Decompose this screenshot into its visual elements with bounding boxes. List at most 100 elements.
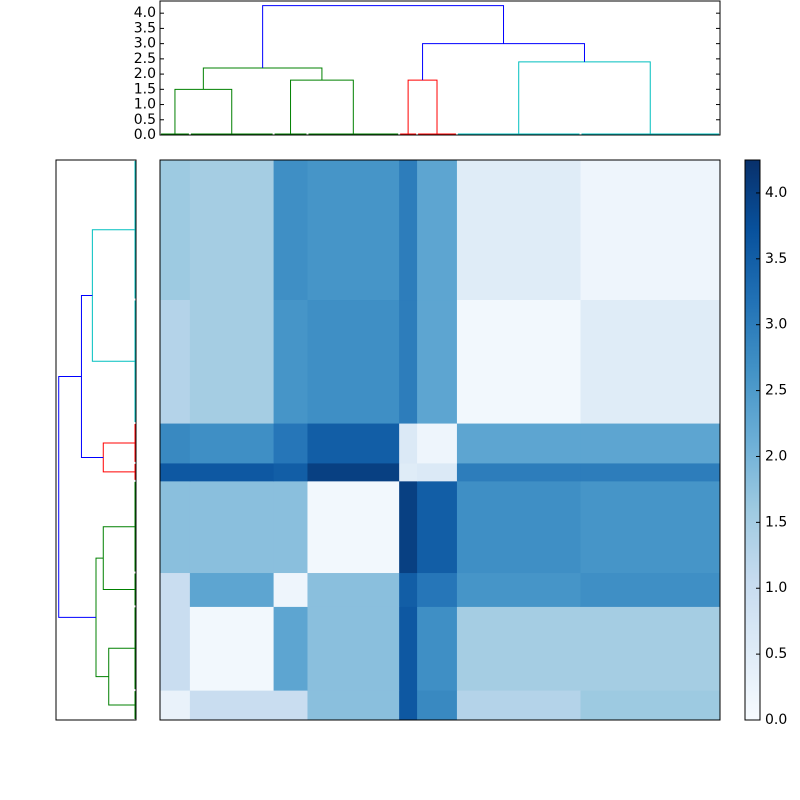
heatmap-cell (160, 299, 191, 424)
heatmap-cell (399, 480, 418, 574)
heatmap-cell (307, 480, 400, 574)
heatmap-cell (580, 572, 721, 607)
dendrogram-link (108, 647, 136, 706)
heatmap-cell (399, 423, 418, 464)
dendrogram-link (407, 79, 438, 135)
colorbar-tick-label: 4.0 (765, 185, 787, 201)
heatmap-cell (456, 480, 581, 574)
heatmap-cell (189, 572, 275, 607)
heatmap-cell (417, 480, 458, 574)
heatmap-cell (399, 690, 418, 721)
heatmap-cell (160, 160, 191, 301)
heatmap-cell (417, 160, 458, 301)
dendrogram-link (58, 375, 96, 618)
y-tick-label: 1.0 (134, 97, 156, 113)
heatmap-cell (189, 690, 275, 721)
heatmap-cell (273, 160, 308, 301)
heatmap-cell (273, 299, 308, 424)
heatmap-cell (273, 423, 308, 464)
heatmap-cell (307, 299, 400, 424)
heatmap-cell (273, 690, 308, 721)
colorbar-tick-label: 1.0 (765, 580, 787, 596)
y-tick-label: 3.0 (134, 36, 156, 52)
heatmap-cell (580, 480, 721, 574)
heatmap-cell (189, 299, 275, 424)
heatmap-cell (160, 572, 191, 607)
heatmap-cell (273, 480, 308, 574)
y-tick-label: 0.5 (134, 112, 156, 128)
heatmap-frame (159, 159, 721, 721)
heatmap-cell (189, 606, 275, 691)
heatmap-cell (580, 606, 721, 691)
heatmap-cell (456, 462, 581, 482)
colorbar-tick-label: 3.0 (765, 317, 787, 333)
heatmap-cell (456, 160, 581, 301)
heatmap-cell (456, 572, 581, 607)
heatmap-cell (160, 606, 191, 691)
dendrogram-link (102, 526, 136, 590)
heatmap-cell (399, 606, 418, 691)
dendrogram-link (91, 229, 136, 362)
dendrogram-link (202, 67, 323, 90)
heatmap-cell (273, 572, 308, 607)
heatmap-cell (160, 423, 191, 464)
heatmap-cell (417, 462, 458, 482)
heatmap-cell (399, 160, 418, 301)
heatmap-cell (399, 572, 418, 607)
dendrogram-link (95, 557, 109, 678)
dendrogram-link (422, 43, 585, 81)
heatmap-cell (160, 462, 191, 482)
dendrogram-link (262, 5, 505, 68)
heatmap-cell (456, 299, 581, 424)
heatmap-cell (580, 690, 721, 721)
colorbar-tick-label: 2.0 (765, 448, 787, 464)
heatmap-cell (307, 690, 400, 721)
heatmap-cell (307, 160, 400, 301)
colorbar-tick-label: 3.5 (765, 251, 787, 267)
heatmap-cell (417, 423, 458, 464)
heatmap-cell (456, 423, 581, 464)
heatmap-cell (307, 423, 400, 464)
dendrogram-link (102, 442, 136, 473)
heatmap-cell (307, 462, 400, 482)
heatmap-cell (399, 462, 418, 482)
heatmap-cell (456, 690, 581, 721)
heatmap-cell (160, 480, 191, 574)
heatmap-cell (160, 690, 191, 721)
colorbar-tick-label: 1.5 (765, 514, 787, 530)
heatmap-cell (273, 606, 308, 691)
colorbar-tick-label: 0.0 (765, 712, 787, 728)
heatmap-cell (580, 423, 721, 464)
heatmap-cell (456, 606, 581, 691)
heatmap-cell (580, 160, 721, 301)
heatmap-cell (417, 572, 458, 607)
colorbar-tick-label: 2.5 (765, 383, 787, 399)
heatmap-cell (417, 606, 458, 691)
dendrogram-link (518, 61, 651, 135)
heatmap-cell (580, 299, 721, 424)
heatmap-cell (580, 462, 721, 482)
y-tick-label: 0.0 (134, 127, 156, 143)
colorbar (744, 159, 761, 721)
heatmap-cell (189, 480, 275, 574)
y-tick-label: 2.0 (134, 66, 156, 82)
y-tick-label: 1.5 (134, 81, 156, 97)
heatmap-cell (417, 299, 458, 424)
y-tick-label: 4.0 (134, 5, 156, 21)
left-dendrogram-frame (55, 159, 137, 721)
dendrogram-link (174, 88, 233, 135)
heatmap-cell (189, 423, 275, 464)
heatmap-cell (399, 299, 418, 424)
heatmap-cell (417, 690, 458, 721)
heatmap-cell (189, 462, 275, 482)
heatmap-cell (307, 606, 400, 691)
y-tick-label: 3.5 (134, 20, 156, 36)
top-dendrogram-frame (159, 0, 721, 136)
heatmap-cell (273, 462, 308, 482)
dendrogram-link (290, 79, 354, 135)
y-tick-label: 2.5 (134, 51, 156, 67)
heatmap-cell (189, 160, 275, 301)
heatmap-cell (307, 572, 400, 607)
colorbar-tick-label: 0.5 (765, 646, 787, 662)
